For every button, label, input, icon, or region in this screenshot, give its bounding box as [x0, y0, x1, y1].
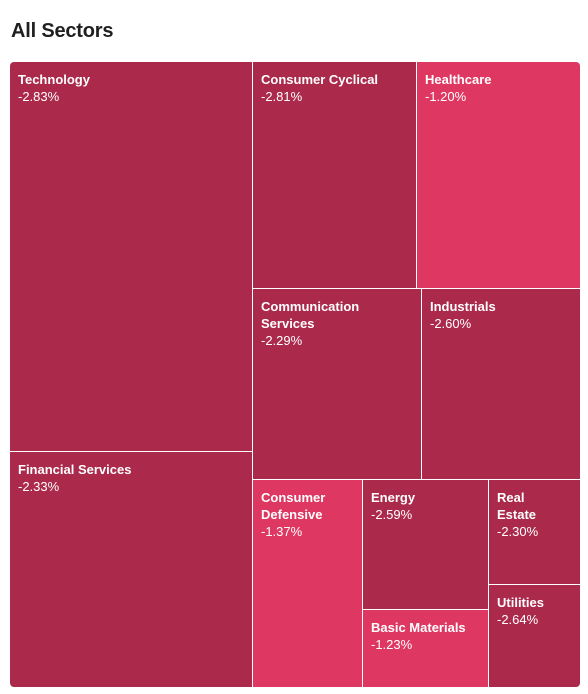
tile-energy[interactable]: Energy -2.59%	[363, 480, 489, 610]
tile-name-basic-materials: Basic Materials	[371, 620, 466, 635]
tile-basic-materials[interactable]: Basic Materials -1.23%	[363, 610, 489, 687]
tile-change-consumer-cyclical: -2.81%	[261, 89, 303, 104]
tile-change-basic-materials: -1.23%	[371, 637, 413, 652]
tile-change-technology: -2.83%	[18, 89, 60, 104]
sector-treemap: Technology -2.83% Financial Services -2.33%…	[10, 62, 580, 687]
tile-name-financial-services: Financial Services	[18, 462, 132, 477]
tile-name-industrials: Industrials	[430, 299, 496, 314]
tile-change-financial-services: -2.33%	[18, 479, 60, 494]
tile-name-healthcare: Healthcare	[425, 72, 492, 87]
tile-name-consumer-defensive: Consumer Defensive	[261, 490, 326, 522]
tile-name-real-estate: Real Estate	[497, 490, 537, 522]
tile-name-energy: Energy	[371, 490, 416, 505]
tile-name-communication-services: Communication Services	[261, 299, 360, 331]
tile-name-technology: Technology	[18, 72, 90, 87]
tile-real-estate[interactable]: Real Estate -2.30%	[489, 480, 580, 585]
tile-change-utilities: -2.64%	[497, 612, 539, 627]
tile-change-industrials: -2.60%	[430, 316, 472, 331]
tile-financial-services[interactable]: Financial Services -2.33%	[10, 452, 253, 687]
tile-change-real-estate: -2.30%	[497, 524, 539, 539]
tile-technology[interactable]: Technology -2.83%	[10, 62, 253, 452]
tile-change-healthcare: -1.20%	[425, 89, 467, 104]
tile-utilities[interactable]: Utilities -2.64%	[489, 585, 580, 687]
tile-industrials[interactable]: Industrials -2.60%	[422, 289, 580, 480]
tile-change-communication-services: -2.29%	[261, 333, 303, 348]
tile-change-energy: -2.59%	[371, 507, 413, 522]
tile-name-consumer-cyclical: Consumer Cyclical	[261, 72, 379, 87]
chart-title: All Sectors	[11, 20, 114, 42]
tile-name-utilities: Utilities	[497, 595, 544, 610]
tile-change-consumer-defensive: -1.37%	[261, 524, 303, 539]
tile-communication-services[interactable]: Communication Services -2.29%	[253, 289, 422, 480]
tile-consumer-defensive[interactable]: Consumer Defensive -1.37%	[253, 480, 363, 687]
tile-healthcare[interactable]: Healthcare -1.20%	[417, 62, 580, 289]
tile-consumer-cyclical[interactable]: Consumer Cyclical -2.81%	[253, 62, 417, 289]
